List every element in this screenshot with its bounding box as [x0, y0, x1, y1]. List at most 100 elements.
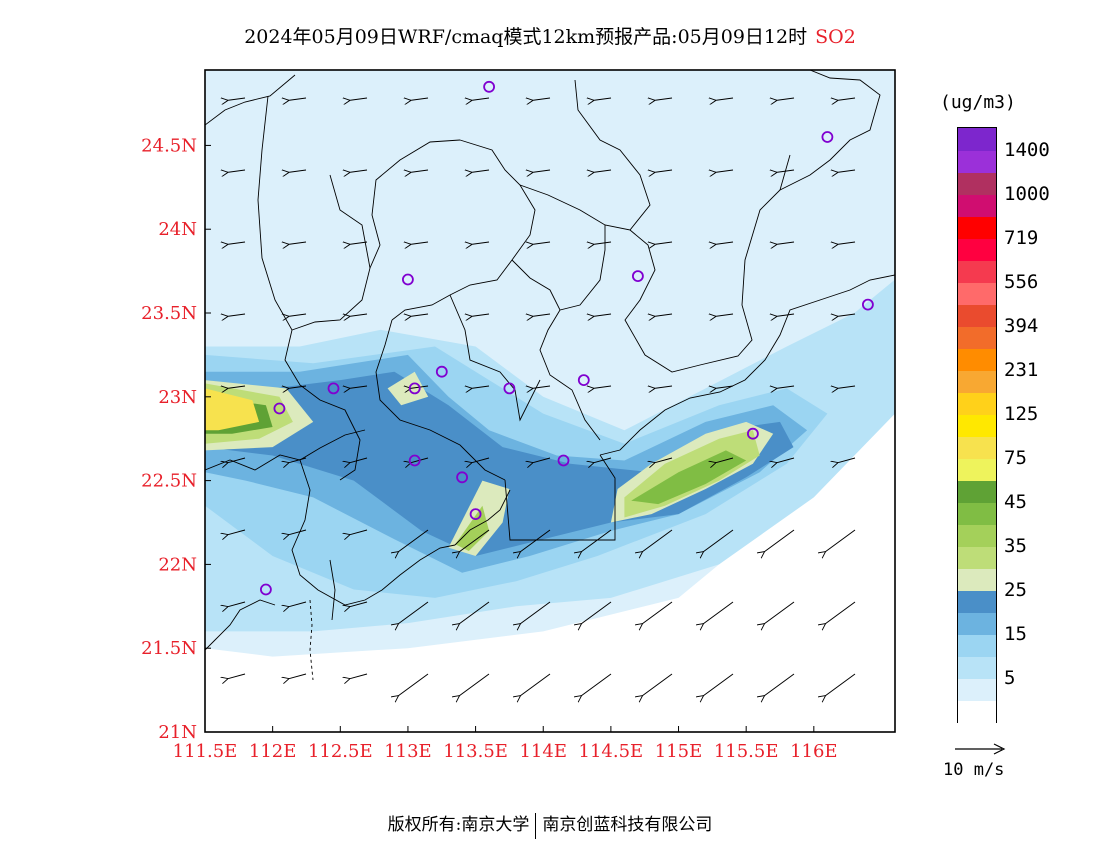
wind-arrow — [593, 386, 612, 388]
wind-arrow — [398, 673, 429, 696]
wind-arrow — [349, 457, 368, 463]
wind-arrow — [227, 601, 246, 607]
wind-arrow — [581, 529, 612, 552]
wind-arrow — [593, 242, 612, 244]
wind-arrow — [715, 170, 734, 172]
x-tick-label: 111.5E — [173, 741, 238, 762]
y-tick-label: 23.5N — [141, 303, 197, 324]
wind-arrow — [349, 601, 368, 607]
legend-swatch — [958, 524, 996, 547]
legend-swatch — [958, 172, 996, 195]
legend-swatch — [958, 612, 996, 635]
wind-arrow — [825, 673, 856, 696]
wind-arrow — [654, 457, 673, 463]
wind-arrow — [532, 457, 551, 463]
wind-arrow — [825, 529, 856, 552]
legend-swatch — [958, 194, 996, 217]
legend-swatch — [958, 656, 996, 679]
legend-swatch — [958, 502, 996, 525]
wind-arrow — [288, 529, 307, 535]
legend-swatch — [958, 150, 996, 173]
wind-arrow — [837, 170, 856, 172]
wind-arrow — [349, 386, 368, 388]
legend-swatch — [958, 480, 996, 503]
wind-arrow — [410, 242, 429, 244]
wind-arrow — [715, 98, 734, 100]
wind-arrow — [227, 98, 246, 100]
wind-arrow — [398, 529, 429, 552]
wind-arrow — [288, 386, 307, 388]
x-tick-label: 113E — [384, 741, 432, 762]
wind-arrow — [642, 529, 673, 552]
legend-swatch — [958, 260, 996, 283]
wind-arrow — [715, 242, 734, 244]
station-marker — [435, 365, 448, 378]
station-marker — [327, 382, 340, 395]
wind-arrow — [642, 673, 673, 696]
wind-vectors — [227, 98, 856, 696]
wind-arrow — [593, 314, 612, 316]
wind-arrow — [349, 170, 368, 172]
wind-arrow — [776, 314, 795, 316]
legend-label: 394 — [1004, 315, 1039, 337]
wind-arrow — [471, 386, 490, 388]
station-marker — [577, 374, 590, 387]
station-marker — [503, 382, 516, 395]
legend-swatch — [958, 458, 996, 481]
legend-label: 556 — [1004, 271, 1039, 293]
legend-swatch — [958, 238, 996, 261]
wind-arrow — [288, 457, 307, 463]
wind-arrow — [227, 529, 246, 535]
wind-arrow — [837, 314, 856, 316]
concentration-band — [631, 450, 747, 505]
legend-swatch — [958, 304, 996, 327]
admin-boundaries — [205, 70, 895, 681]
wind-arrow — [227, 314, 246, 316]
y-tick-label: 24.5N — [141, 135, 197, 156]
station-marker — [747, 427, 759, 440]
legend-swatch — [958, 414, 996, 437]
legend-swatch — [958, 634, 996, 657]
station-marker — [456, 471, 469, 484]
wind-arrow — [654, 314, 673, 316]
wind-arrow — [703, 601, 734, 624]
x-tick-label: 113.5E — [443, 741, 508, 762]
wind-arrow — [764, 529, 795, 552]
wind-arrow — [776, 242, 795, 244]
wind-arrow — [703, 529, 734, 552]
legend-label: 35 — [1004, 535, 1027, 557]
y-tick-label: 24N — [158, 219, 197, 240]
station-marker — [408, 454, 421, 467]
wind-arrow — [349, 242, 368, 244]
wind-arrow — [703, 673, 734, 696]
station-marker — [483, 80, 496, 93]
legend-swatch — [958, 326, 996, 349]
station-marker — [821, 131, 834, 143]
station-marker — [401, 273, 414, 286]
y-tick-label: 22N — [158, 554, 197, 575]
wind-arrow — [764, 601, 795, 624]
wind-arrow — [837, 457, 856, 463]
legend-label: 125 — [1004, 403, 1039, 425]
wind-arrow — [227, 170, 246, 172]
wind-arrow — [349, 314, 368, 316]
wind-arrow — [349, 529, 368, 535]
wind-arrow — [288, 601, 307, 607]
wind-arrow — [471, 98, 490, 100]
legend-label: 5 — [1004, 667, 1016, 689]
y-tick-label: 23N — [158, 387, 197, 408]
legend-label: 45 — [1004, 491, 1027, 513]
copyright-left: 版权所有:南京大学 — [387, 815, 530, 835]
legend-swatch — [958, 348, 996, 371]
wind-arrow — [471, 314, 490, 316]
wind-arrow — [459, 601, 490, 624]
x-tick-label: 114E — [519, 741, 567, 762]
x-tick-label: 115.5E — [714, 741, 779, 762]
wind-arrow — [227, 457, 246, 463]
wind-arrow — [349, 673, 368, 679]
legend-label: 1400 — [1004, 139, 1050, 161]
wind-arrow — [520, 673, 551, 696]
legend-label: 231 — [1004, 359, 1039, 381]
x-tick-label: 115E — [655, 741, 703, 762]
y-tick-label: 21N — [158, 722, 197, 743]
